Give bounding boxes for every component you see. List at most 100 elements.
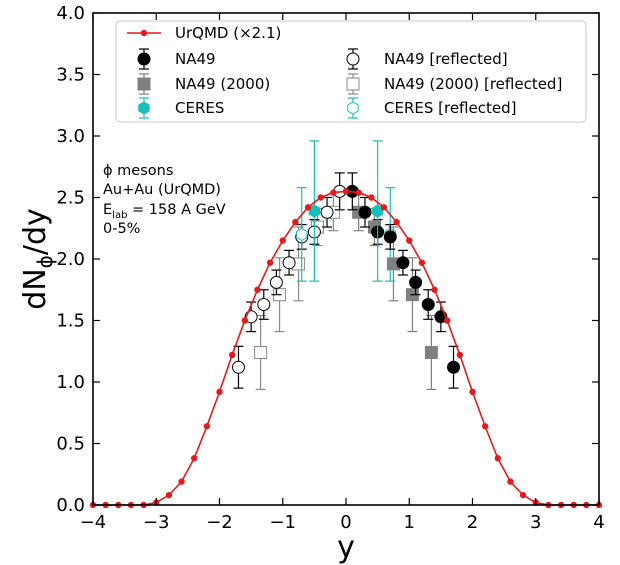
annotation-line-3: Elab = 158 A GeV <box>103 202 226 221</box>
urqmd-2-1-point <box>228 351 236 359</box>
plot-content <box>89 140 603 509</box>
legend-label: NA49 (2000) <box>175 75 270 93</box>
legend-marker <box>346 77 360 91</box>
ceres-reflected-point <box>296 227 308 241</box>
legend-item-na49-2000-reflected: NA49 (2000) [reflected] <box>346 73 562 95</box>
urqmd-2-1-point <box>279 237 286 244</box>
annotation-line-4: 0-5% <box>103 221 140 237</box>
x-tick-label: 0 <box>340 512 351 533</box>
urqmd-2-1-point <box>481 423 489 430</box>
y-axis-label-main: dN <box>18 268 53 309</box>
x-tick-label: −3 <box>143 512 170 533</box>
urqmd-2-1-point <box>507 478 514 485</box>
y-tick-label: 2.0 <box>56 249 85 270</box>
y-axis-label-sub: ϕ <box>33 255 57 268</box>
x-tick-label: 1 <box>404 512 415 533</box>
urqmd-2-1-point <box>355 189 362 196</box>
urqmd-2-1-point <box>191 455 198 462</box>
y-tick-label: 1.0 <box>56 372 85 393</box>
series-na49-reflected <box>231 172 347 389</box>
urqmd-2-1-point <box>418 259 426 266</box>
legend-label: NA49 (2000) [reflected] <box>384 75 562 93</box>
x-tick-label: −4 <box>80 512 107 533</box>
na49-point <box>421 298 435 312</box>
urqmd-2-1-point <box>519 491 527 499</box>
x-tick-label: −1 <box>269 512 296 533</box>
urqmd-2-1-point <box>203 423 211 430</box>
y-tick-label: 4.0 <box>56 3 85 24</box>
legend-label: UrQMD (×2.1) <box>175 24 281 42</box>
annotation-line-3-main: E <box>103 202 112 218</box>
legend-marker <box>137 77 151 91</box>
legend-label: NA49 <box>175 50 216 68</box>
legend-item-na49: NA49 <box>137 48 216 70</box>
urqmd-2-1-point <box>431 286 438 293</box>
legend-label: CERES <box>175 99 224 117</box>
urqmd-2-1-point <box>165 491 173 499</box>
na49-reflected-point <box>257 298 271 312</box>
legend-marker <box>347 101 359 115</box>
legend-marker <box>140 29 148 37</box>
y-tick-label: 3.0 <box>56 126 85 147</box>
y-tick-label: 3.5 <box>56 65 85 86</box>
y-tick-label: 0.5 <box>56 434 85 455</box>
annotation-line-2: Au+Au (UrQMD) <box>103 182 221 198</box>
axis-ticks: −4 −3 −2 −1 0 1 2 3 4 0.0 0.5 1.0 1.5 2.0 2.5 3.0 3.5 4.0 <box>56 3 604 533</box>
na49-point <box>383 230 397 244</box>
x-tick-label: −2 <box>206 512 233 533</box>
legend-marker <box>138 101 150 115</box>
na49-point <box>409 275 423 289</box>
urqmd-2-1-point <box>216 388 223 396</box>
urqmd-2-1-point <box>266 259 274 266</box>
na49-point <box>358 205 372 219</box>
urqmd-2-1-point <box>444 317 451 324</box>
na49-point <box>396 256 410 270</box>
legend-marker <box>137 52 151 66</box>
legend-marker <box>346 52 360 66</box>
annotation-line-3-tail: = 158 A GeV <box>127 202 225 218</box>
x-tick-label: 3 <box>530 512 541 533</box>
legend-item-ceres: CERES <box>138 97 224 119</box>
urqmd-2-1-point <box>406 237 413 244</box>
y-axis-label-tail: /dy <box>18 208 53 255</box>
urqmd-2-1-point <box>304 204 312 211</box>
annotation: ϕ mesons Au+Au (UrQMD) Elab = 158 A GeV … <box>103 163 226 237</box>
legend-item-na49-reflected: NA49 [reflected] <box>346 48 508 70</box>
na49-2000-reflected-point <box>254 345 268 359</box>
urqmd-2-1-point <box>317 194 324 201</box>
urqmd-2-1-point <box>330 189 337 196</box>
x-axis-label: y <box>337 530 355 565</box>
urqmd-2-1-point <box>393 218 400 226</box>
na49-reflected-point <box>231 360 245 374</box>
na49-2000-point <box>424 345 438 359</box>
annotation-line-3-sub: lab <box>112 210 127 221</box>
urqmd-2-1-point <box>241 317 248 324</box>
legend-item-urqmd-2-1: UrQMD (×2.1) <box>127 24 281 42</box>
na49-reflected-point <box>320 205 334 219</box>
y-tick-label: 0.0 <box>56 495 85 516</box>
y-axis-label: dNϕ/dy <box>18 208 57 310</box>
legend-label: NA49 [reflected] <box>384 50 508 68</box>
legend-box <box>115 20 587 123</box>
urqmd-2-1-point <box>456 351 464 359</box>
legend-item-na49-2000: NA49 (2000) <box>137 73 270 95</box>
x-tick-label: 4 <box>593 512 604 533</box>
na49-point <box>447 360 461 374</box>
urqmd-2-1-point <box>494 455 501 462</box>
urqmd-2-1-point <box>178 478 185 485</box>
na49-reflected-point <box>282 256 296 270</box>
urqmd-2-1-point <box>254 286 261 293</box>
urqmd-2-1-point <box>368 194 375 201</box>
urqmd-2-1-point <box>380 204 388 211</box>
x-tick-label: 2 <box>467 512 478 533</box>
legend-item-ceres-reflected: CERES [reflected] <box>347 97 516 119</box>
legend: UrQMD (×2.1) NA49 NA49 (2000) CERES NA49 [re… <box>115 20 587 123</box>
na49-reflected-point <box>269 275 283 289</box>
y-tick-label: 1.5 <box>56 311 85 332</box>
urqmd-2-1-line <box>93 190 599 506</box>
legend-label: CERES [reflected] <box>384 99 516 117</box>
series-ceres <box>308 140 384 282</box>
urqmd-2-1-point <box>469 388 476 396</box>
series-urqmd-2-1 <box>89 188 603 509</box>
